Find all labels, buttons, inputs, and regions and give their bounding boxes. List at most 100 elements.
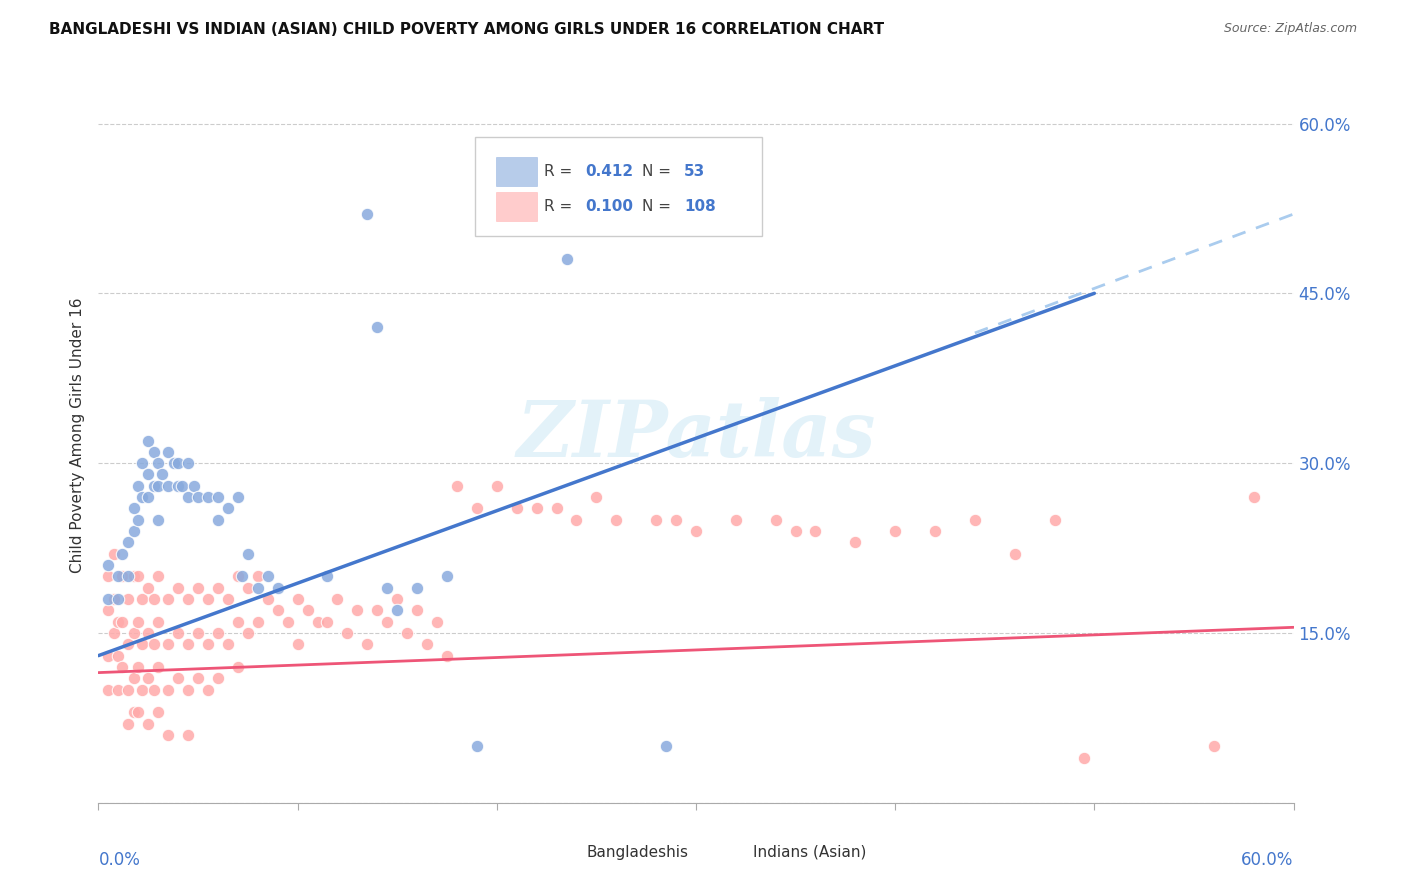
Text: BANGLADESHI VS INDIAN (ASIAN) CHILD POVERTY AMONG GIRLS UNDER 16 CORRELATION CHA: BANGLADESHI VS INDIAN (ASIAN) CHILD POVE… xyxy=(49,22,884,37)
Point xyxy=(207,513,229,527)
Point xyxy=(97,648,120,663)
Point xyxy=(326,592,349,607)
Point xyxy=(127,615,149,629)
Point xyxy=(585,490,607,504)
Point xyxy=(246,581,269,595)
Point xyxy=(645,513,668,527)
Point xyxy=(416,637,439,651)
Point xyxy=(103,626,125,640)
Point xyxy=(111,569,134,583)
Point xyxy=(655,739,678,754)
Point xyxy=(307,615,329,629)
Point xyxy=(1202,739,1225,754)
Y-axis label: Child Poverty Among Girls Under 16: Child Poverty Among Girls Under 16 xyxy=(70,297,86,573)
Point xyxy=(143,479,166,493)
Point xyxy=(246,615,269,629)
Point xyxy=(111,615,134,629)
Point xyxy=(177,682,200,697)
Point xyxy=(1243,490,1265,504)
Point xyxy=(465,501,488,516)
Point xyxy=(177,490,200,504)
Point xyxy=(148,569,170,583)
Point xyxy=(117,716,139,731)
Point xyxy=(236,626,259,640)
Point xyxy=(167,479,190,493)
Text: ZIPatlas: ZIPatlas xyxy=(516,397,876,473)
Point xyxy=(157,637,180,651)
Point xyxy=(107,592,129,607)
Point xyxy=(267,603,290,617)
Point xyxy=(446,479,468,493)
Point xyxy=(844,535,866,549)
FancyBboxPatch shape xyxy=(538,838,579,867)
Point xyxy=(167,456,190,470)
Text: R =: R = xyxy=(544,199,578,214)
Point xyxy=(127,705,149,719)
Point xyxy=(131,682,153,697)
Point xyxy=(177,728,200,742)
Point xyxy=(665,513,688,527)
Point xyxy=(226,615,249,629)
Point xyxy=(375,581,398,595)
Point xyxy=(207,671,229,685)
Point xyxy=(157,728,180,742)
Point xyxy=(117,535,139,549)
Point xyxy=(124,569,146,583)
Point xyxy=(366,603,388,617)
Point xyxy=(143,682,166,697)
Point xyxy=(124,501,146,516)
Point xyxy=(1004,547,1026,561)
FancyBboxPatch shape xyxy=(496,192,537,221)
Point xyxy=(172,479,194,493)
Text: Indians (Asian): Indians (Asian) xyxy=(754,845,866,860)
Text: Source: ZipAtlas.com: Source: ZipAtlas.com xyxy=(1223,22,1357,36)
Text: 60.0%: 60.0% xyxy=(1241,851,1294,869)
Point xyxy=(526,501,548,516)
Point xyxy=(207,626,229,640)
Point xyxy=(136,581,159,595)
Point xyxy=(217,592,239,607)
Point xyxy=(436,569,458,583)
Point xyxy=(97,592,120,607)
Point xyxy=(226,569,249,583)
Point xyxy=(127,479,149,493)
Point xyxy=(287,592,309,607)
Point xyxy=(187,490,209,504)
Point xyxy=(117,682,139,697)
Point xyxy=(136,671,159,685)
Point xyxy=(124,705,146,719)
Point xyxy=(157,479,180,493)
Point xyxy=(157,592,180,607)
Point xyxy=(356,637,378,651)
Point xyxy=(336,626,359,640)
Point xyxy=(884,524,907,538)
Point xyxy=(163,456,186,470)
Point xyxy=(177,456,200,470)
Point xyxy=(177,637,200,651)
Point xyxy=(217,637,239,651)
Point xyxy=(316,569,339,583)
Point xyxy=(297,603,319,617)
Point xyxy=(316,615,339,629)
Point xyxy=(385,603,409,617)
Point xyxy=(197,490,219,504)
Point xyxy=(267,581,290,595)
Point xyxy=(97,603,120,617)
Point xyxy=(605,513,627,527)
Point xyxy=(167,671,190,685)
Text: N =: N = xyxy=(643,199,676,214)
Point xyxy=(127,513,149,527)
FancyBboxPatch shape xyxy=(706,838,747,867)
Point xyxy=(236,547,259,561)
Point xyxy=(804,524,827,538)
Point xyxy=(177,592,200,607)
Point xyxy=(217,501,239,516)
Point xyxy=(143,592,166,607)
Point xyxy=(375,615,398,629)
Point xyxy=(127,660,149,674)
Point xyxy=(231,569,253,583)
Point xyxy=(396,626,419,640)
Point xyxy=(167,626,190,640)
Point xyxy=(406,581,429,595)
Point xyxy=(157,682,180,697)
